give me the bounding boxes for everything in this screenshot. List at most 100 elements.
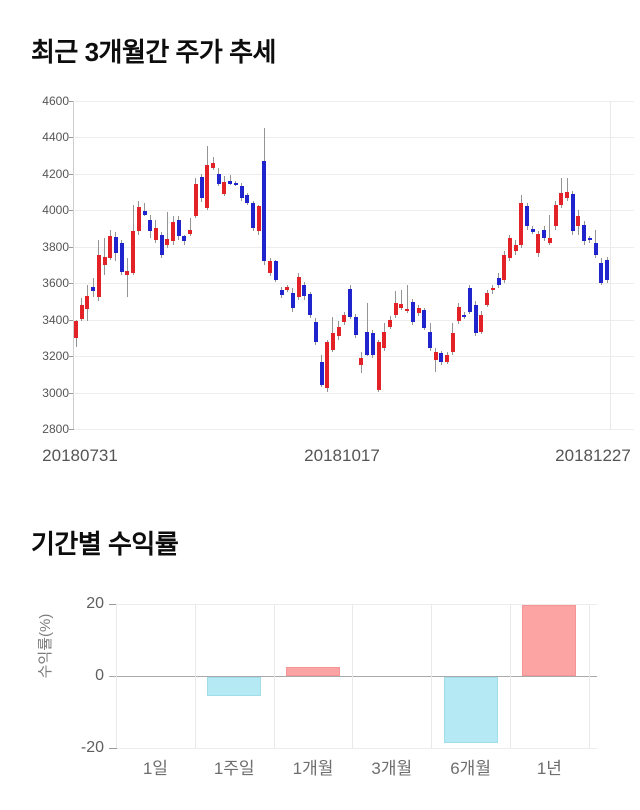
price-gridline [73, 392, 634, 394]
candle-up-body [125, 271, 130, 275]
candle-down-body [410, 301, 415, 322]
candle-up-body [136, 207, 141, 231]
candle-up-body [502, 254, 507, 280]
candle-down-body [587, 238, 592, 241]
candle-down-body [605, 259, 609, 280]
candle-up-body [108, 236, 113, 259]
candle-down-body [159, 234, 164, 255]
candle-up-body [211, 163, 216, 169]
price-y-tick [69, 283, 74, 284]
price-y-tick-label: 4200 [42, 166, 69, 181]
returns-column-separator [352, 604, 354, 748]
candle-up-body [485, 293, 490, 305]
price-y-tick [69, 100, 74, 102]
candle-down-body [302, 284, 307, 297]
candle-up-body [479, 314, 484, 332]
candle-down-body [462, 314, 467, 318]
price-chart-title: 최근 3개월간 주가 추세 [31, 37, 276, 67]
candle-down-body [370, 333, 375, 355]
price-y-tick-label: 3200 [42, 349, 69, 363]
candle-down-body [422, 309, 427, 329]
returns-gridline [109, 748, 597, 749]
candle-up-body [450, 333, 455, 352]
candle-up-body [382, 331, 387, 349]
candle-up-body [559, 193, 564, 205]
candle-down-body [525, 206, 530, 227]
returns-chart-title: 기간별 수익률 [31, 529, 179, 559]
candle-up-body [490, 287, 495, 291]
candle-up-body [325, 341, 330, 389]
returns-y-tick-label: 0 [95, 667, 104, 684]
returns-x-category-label: 1주일 [213, 759, 255, 778]
returns-column-separator [510, 604, 511, 748]
price-y-tick-label: 3600 [42, 276, 69, 290]
price-y-tick [69, 173, 74, 175]
candle-up-body [268, 261, 273, 273]
price-y-tick [69, 210, 74, 211]
candle-down-body [273, 261, 278, 280]
candle-down-body [199, 177, 204, 199]
price-gridline [73, 283, 634, 284]
candle-down-body [593, 243, 598, 255]
price-x-tick-label: 20181017 [304, 446, 380, 465]
price-candlestick-chart: 4600 4400 4200 4000 3800 3600 3400 3200 3000 2800… [42, 93, 634, 465]
candle-up-body [256, 206, 261, 232]
candle-down-body [319, 361, 324, 386]
price-y-tick [69, 319, 74, 321]
candle-up-body [507, 238, 512, 259]
price-gridline [73, 356, 634, 357]
returns-y-tick-label: 20 [86, 595, 104, 612]
candle-down-body [582, 224, 587, 242]
candle-down-body [239, 186, 244, 199]
returns-column-separator [431, 604, 433, 748]
candle-up-body [456, 306, 461, 322]
candle-up-body [433, 351, 438, 360]
candle-wick [406, 284, 408, 314]
candle-up-body [102, 256, 107, 265]
price-gridline [73, 173, 634, 175]
candle-up-body [131, 230, 136, 273]
price-gridline [73, 429, 634, 430]
price-y-tick [69, 356, 74, 357]
price-y-tick-label: 3400 [42, 312, 69, 327]
price-x-tick-label: 20180731 [42, 446, 118, 465]
candle-up-body [342, 314, 347, 322]
price-gridline [73, 246, 634, 248]
candle-wick [189, 218, 191, 237]
returns-column-separator [194, 604, 196, 748]
candle-down-body [148, 220, 153, 231]
candle-down-body [290, 293, 295, 309]
price-y-tick-label: 3800 [42, 239, 69, 254]
candle-down-body [496, 278, 501, 285]
candle-wick [229, 175, 231, 186]
price-y-tick-label: 4600 [42, 93, 69, 108]
candle-down-body [233, 182, 238, 185]
candle-wick [435, 348, 437, 372]
price-y-tick-label: 3000 [42, 385, 69, 400]
candle-up-body [296, 276, 301, 297]
candle-up-body [153, 228, 158, 241]
returns-bar-positive [286, 667, 340, 676]
candle-down-body [365, 331, 370, 355]
returns-column-separator [116, 604, 117, 748]
price-gridline [73, 210, 634, 211]
candle-wick [549, 214, 551, 245]
candle-wick [566, 178, 568, 202]
candle-down-body [245, 195, 250, 203]
candle-up-body [330, 333, 335, 350]
returns-bar-chart: 수익률(%) 20 0 -20 1일 1주일 1개월 3개월 6개월 1년 [0, 480, 640, 810]
candle-down-body [251, 202, 255, 229]
price-y-tick [69, 429, 74, 430]
price-y-tick-label: 4400 [42, 130, 69, 144]
candle-down-body [570, 194, 575, 232]
candle-up-body [576, 216, 581, 227]
candle-down-body [530, 228, 535, 232]
candle-up-body [399, 304, 404, 309]
candle-up-body [222, 181, 227, 195]
candle-up-body [416, 308, 421, 314]
price-gridline [73, 137, 634, 138]
returns-x-category-label: 1년 [536, 759, 562, 778]
candle-down-body [216, 173, 221, 185]
candle-up-body [85, 295, 90, 309]
